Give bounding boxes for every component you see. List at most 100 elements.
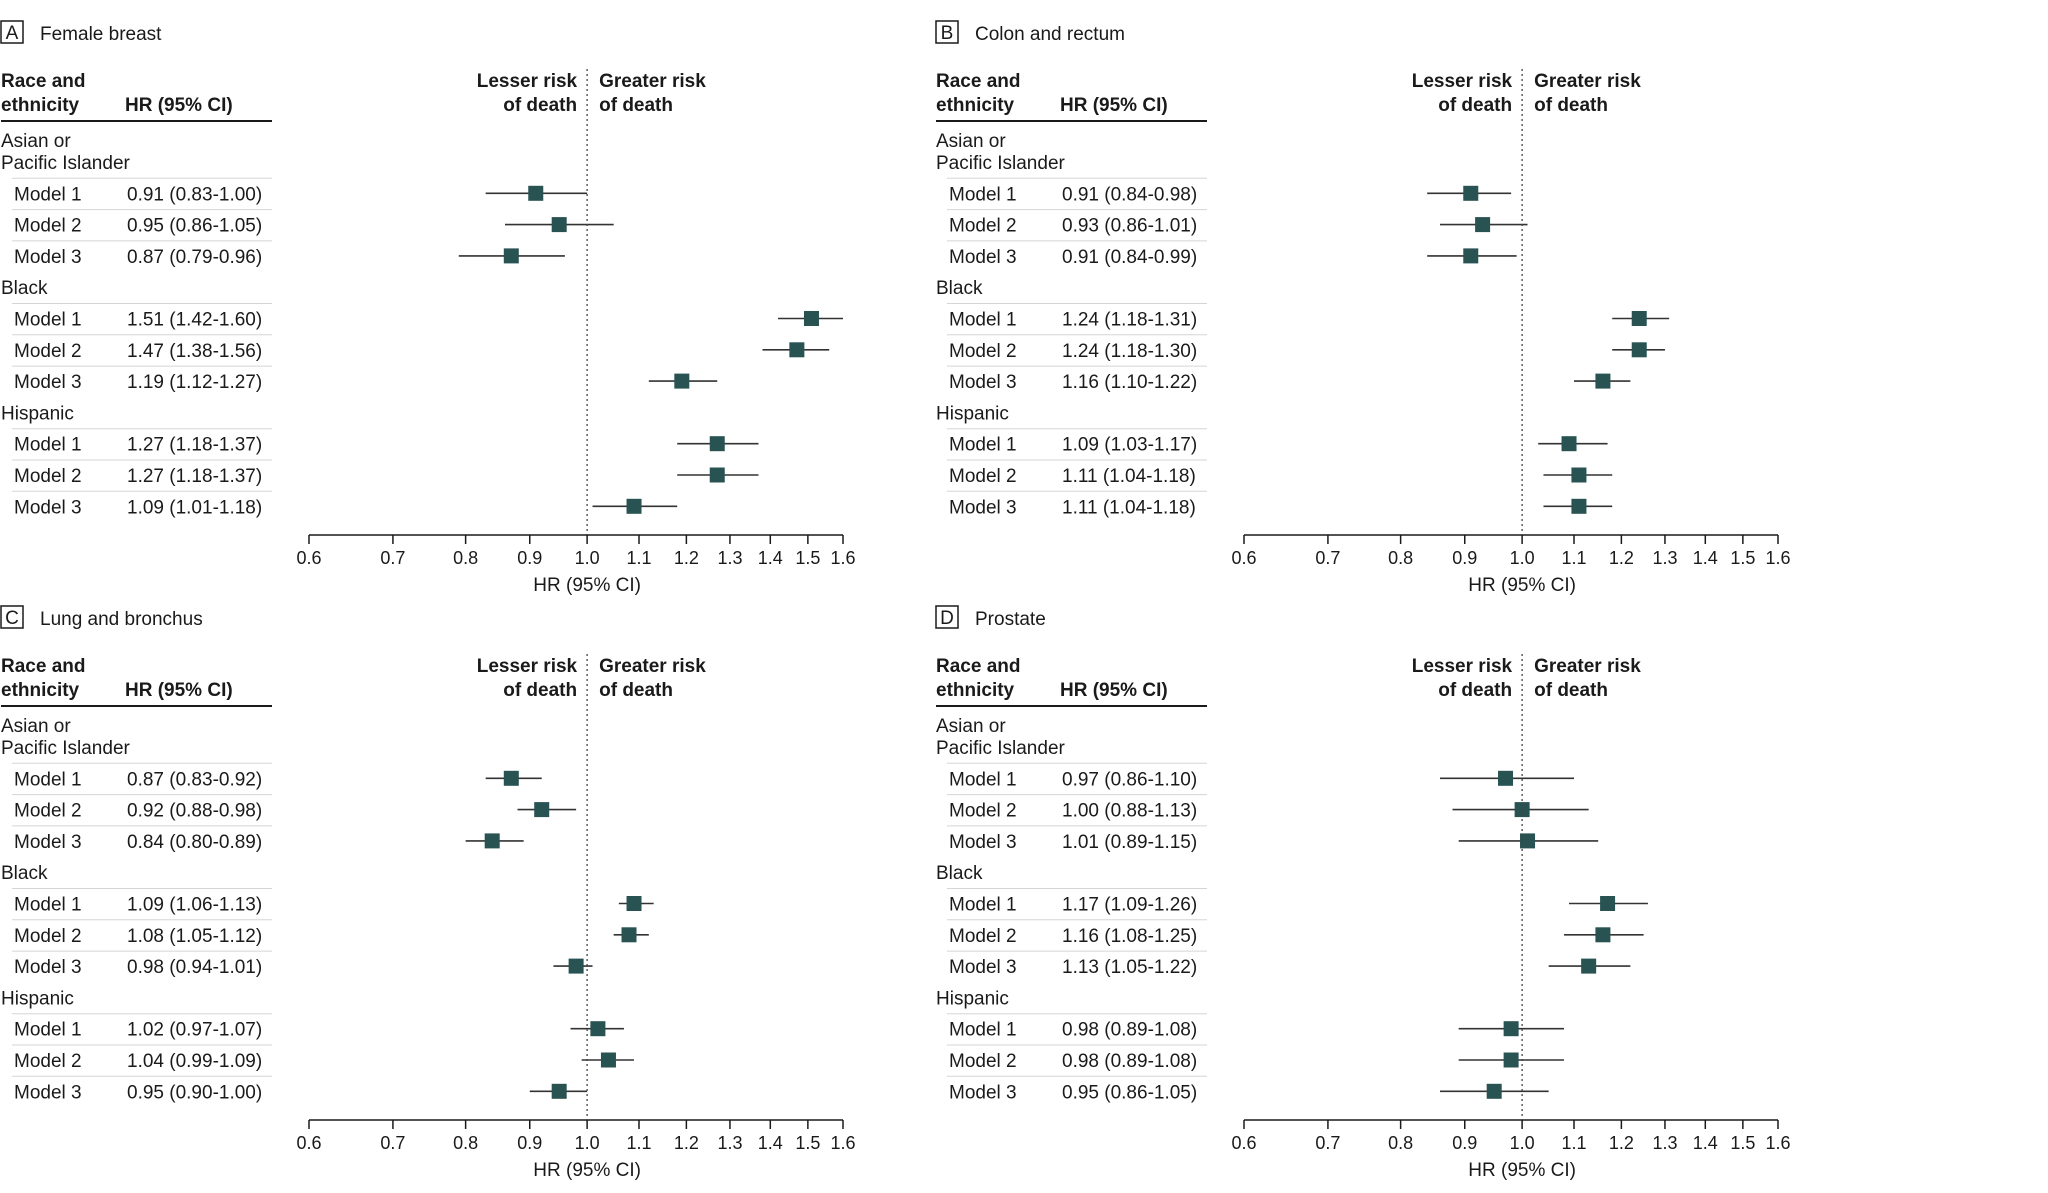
panel-letter-box bbox=[0, 605, 24, 629]
group-label: Asian or bbox=[1, 716, 71, 737]
lesser-risk-label: Lesser risk bbox=[477, 71, 578, 92]
model-label: Model 1 bbox=[14, 1020, 82, 1041]
greater-risk-label: of death bbox=[1534, 680, 1608, 701]
hr-point-marker bbox=[551, 217, 567, 233]
lesser-risk-label: Lesser risk bbox=[1412, 656, 1513, 677]
model-label: Model 3 bbox=[949, 832, 1017, 853]
hr-column-header: HR (95% CI) bbox=[125, 95, 233, 116]
panel-title: Lung and bronchus bbox=[40, 609, 203, 630]
x-tick-label: 1.1 bbox=[1561, 1133, 1586, 1153]
x-tick-label: 0.7 bbox=[380, 1133, 405, 1153]
hr-point-marker bbox=[1600, 896, 1616, 911]
x-tick-label: 1.5 bbox=[795, 1133, 820, 1153]
model-label: Model 2 bbox=[14, 926, 82, 947]
panel-title: Colon and rectum bbox=[975, 24, 1125, 45]
hr-point-marker bbox=[503, 248, 519, 264]
panel-title: Female breast bbox=[40, 24, 162, 45]
model-label: Model 2 bbox=[14, 341, 82, 362]
panel-letter-box bbox=[935, 20, 959, 44]
race-header: ethnicity bbox=[1, 680, 80, 701]
race-header: Race and bbox=[936, 656, 1020, 677]
x-tick-label: 1.4 bbox=[1693, 548, 1718, 568]
hr-ci-text: 1.01 (0.89-1.15) bbox=[1062, 832, 1197, 853]
group-label: Asian or bbox=[936, 131, 1006, 152]
x-tick-label: 1.1 bbox=[1561, 548, 1586, 568]
hr-ci-text: 0.98 (0.94-1.01) bbox=[127, 957, 262, 978]
hr-column-header: HR (95% CI) bbox=[1060, 680, 1168, 701]
model-label: Model 2 bbox=[14, 1051, 82, 1072]
group-label: Black bbox=[1, 863, 48, 884]
hr-ci-text: 1.11 (1.04-1.18) bbox=[1062, 497, 1196, 518]
hr-point-marker bbox=[1503, 1021, 1519, 1037]
hr-ci-text: 1.13 (1.05-1.22) bbox=[1062, 957, 1197, 978]
hr-point-marker bbox=[1503, 1052, 1519, 1068]
model-label: Model 3 bbox=[949, 1082, 1017, 1103]
hr-column-header: HR (95% CI) bbox=[1060, 95, 1168, 116]
group-label: Black bbox=[1, 278, 48, 299]
x-tick-label: 0.7 bbox=[1315, 1133, 1340, 1153]
x-axis-label: HR (95% CI) bbox=[533, 1160, 641, 1181]
hr-point-marker bbox=[1571, 467, 1587, 483]
greater-risk-label: of death bbox=[599, 95, 673, 116]
hr-ci-text: 1.24 (1.18-1.30) bbox=[1062, 341, 1197, 362]
hr-point-marker bbox=[803, 311, 819, 326]
hr-point-marker bbox=[484, 833, 500, 849]
hr-ci-text: 1.04 (0.99-1.09) bbox=[127, 1051, 262, 1072]
lesser-risk-label: Lesser risk bbox=[477, 656, 578, 677]
hr-ci-text: 0.91 (0.83-1.00) bbox=[127, 184, 262, 205]
x-tick-label: 1.3 bbox=[717, 548, 742, 568]
hr-ci-text: 0.95 (0.90-1.00) bbox=[127, 1082, 262, 1103]
hr-point-marker bbox=[600, 1052, 616, 1068]
group-label: Hispanic bbox=[936, 403, 1009, 424]
hr-ci-text: 1.09 (1.03-1.17) bbox=[1062, 435, 1197, 456]
hr-point-marker bbox=[789, 342, 805, 358]
greater-risk-label: Greater risk bbox=[599, 71, 706, 92]
x-tick-label: 1.6 bbox=[830, 1133, 855, 1153]
x-tick-label: 0.7 bbox=[380, 548, 405, 568]
model-label: Model 3 bbox=[949, 247, 1017, 268]
hr-ci-text: 0.92 (0.88-0.98) bbox=[127, 801, 262, 822]
hr-ci-text: 1.51 (1.42-1.60) bbox=[127, 310, 262, 331]
hr-ci-text: 0.98 (0.89-1.08) bbox=[1062, 1020, 1197, 1041]
panel-c: C Lung and bronchus Race and ethnicity HR (9… bbox=[0, 605, 856, 1181]
hr-point-marker bbox=[621, 927, 637, 943]
x-tick-label: 0.8 bbox=[453, 548, 478, 568]
race-header: ethnicity bbox=[936, 95, 1015, 116]
group-label: Black bbox=[936, 278, 983, 299]
lesser-risk-label: of death bbox=[503, 95, 577, 116]
hr-ci-text: 1.17 (1.09-1.26) bbox=[1062, 895, 1197, 916]
lesser-risk-label: of death bbox=[1438, 95, 1512, 116]
x-tick-label: 1.4 bbox=[758, 548, 783, 568]
model-label: Model 2 bbox=[14, 801, 82, 822]
hr-ci-text: 0.91 (0.84-0.98) bbox=[1062, 184, 1197, 205]
x-tick-label: 1.4 bbox=[1693, 1133, 1718, 1153]
hr-point-marker bbox=[1595, 927, 1611, 943]
x-tick-label: 1.1 bbox=[626, 548, 651, 568]
lesser-risk-label: of death bbox=[503, 680, 577, 701]
hr-ci-text: 1.27 (1.18-1.37) bbox=[127, 435, 262, 456]
model-label: Model 3 bbox=[14, 247, 82, 268]
hr-point-marker bbox=[551, 1083, 567, 1099]
hr-ci-text: 0.93 (0.86-1.01) bbox=[1062, 216, 1197, 237]
hr-ci-text: 0.84 (0.80-0.89) bbox=[127, 832, 262, 853]
panel-letter: C bbox=[5, 608, 19, 629]
race-header: ethnicity bbox=[936, 680, 1015, 701]
model-label: Model 2 bbox=[949, 926, 1017, 947]
model-label: Model 1 bbox=[949, 895, 1017, 916]
panel-letter: B bbox=[941, 23, 954, 44]
hr-ci-text: 1.27 (1.18-1.37) bbox=[127, 466, 262, 487]
x-tick-label: 1.2 bbox=[674, 1133, 699, 1153]
model-label: Model 1 bbox=[14, 184, 82, 205]
group-label: Asian or bbox=[1, 131, 71, 152]
panel-letter-box bbox=[0, 20, 24, 44]
greater-risk-label: Greater risk bbox=[1534, 656, 1641, 677]
hr-ci-text: 0.95 (0.86-1.05) bbox=[127, 216, 262, 237]
hr-ci-text: 0.91 (0.84-0.99) bbox=[1062, 247, 1197, 268]
greater-risk-label: of death bbox=[599, 680, 673, 701]
panel-letter-box bbox=[935, 605, 959, 629]
group-label: Pacific Islander bbox=[936, 738, 1066, 759]
hr-ci-text: 1.24 (1.18-1.31) bbox=[1062, 310, 1197, 331]
hr-point-marker bbox=[528, 185, 544, 201]
hr-point-marker bbox=[590, 1021, 606, 1037]
